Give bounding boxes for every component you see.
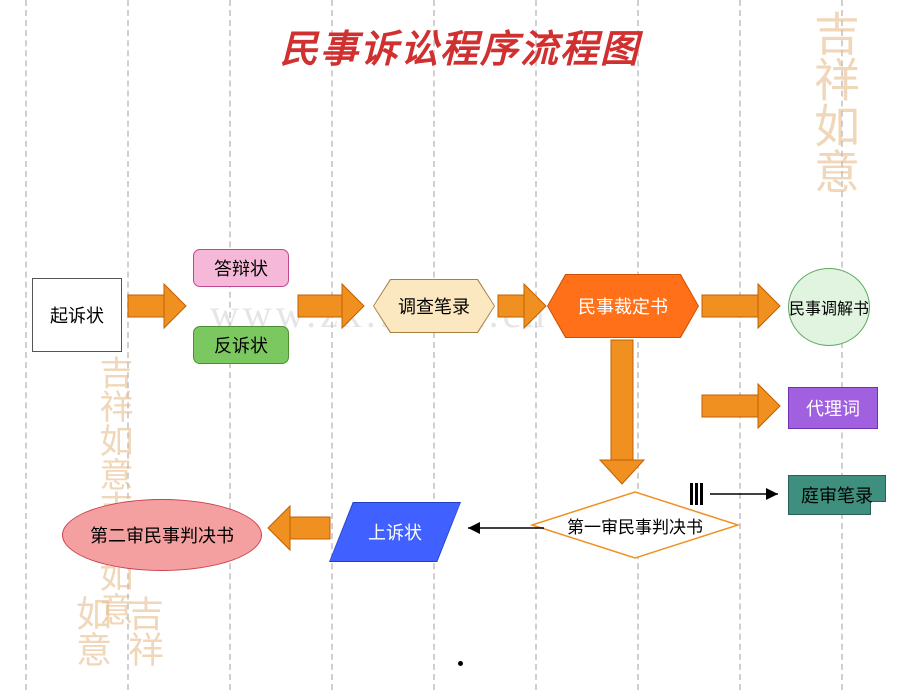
grid-line <box>739 0 741 690</box>
node-diaochabilu: 调查笔录 <box>374 280 494 332</box>
node-diershen: 第二审民事判决书 <box>62 499 262 571</box>
node-label: 代理词 <box>806 395 860 421</box>
node-fansuzhuang: 反诉状 <box>193 326 289 364</box>
arrows-layer <box>0 0 920 690</box>
grid-line <box>535 0 537 690</box>
node-label: 调查笔录 <box>398 293 470 319</box>
dot <box>458 661 463 666</box>
diagram-title: 民事诉讼程序流程图 <box>0 18 920 73</box>
node-caidingshu: 民事裁定书 <box>548 275 698 337</box>
grid-line <box>25 0 27 690</box>
node-label: 上诉状 <box>368 519 422 545</box>
node-label: 起诉状 <box>50 302 104 328</box>
node-label: 民事调解书 <box>789 295 869 319</box>
node-diyishen: 第一审民事判决书 <box>530 490 740 560</box>
node-dailici: 代理词 <box>788 387 878 429</box>
node-tingshenbilu: 庭审笔录 <box>788 475 886 515</box>
node-dabianshuang: 答辩状 <box>193 249 289 287</box>
grid-line <box>433 0 435 690</box>
node-label: 答辩状 <box>214 255 268 281</box>
grid-line <box>331 0 333 690</box>
grid-line <box>127 0 129 690</box>
grid-line <box>841 0 843 690</box>
seal-decoration: 吉祥如意 <box>65 595 169 690</box>
node-qisuzhuang: 起诉状 <box>32 278 122 352</box>
node-label: 庭审笔录 <box>801 482 873 508</box>
grid-line <box>637 0 639 690</box>
node-label: 反诉状 <box>214 332 268 358</box>
seal-decoration: 吉祥如意 <box>88 355 137 491</box>
node-label: 第二审民事判决书 <box>90 522 234 548</box>
node-label: 民事裁定书 <box>578 293 668 319</box>
node-tiaojieshu: 民事调解书 <box>788 268 870 346</box>
node-label: 第一审民事判决书 <box>567 513 703 538</box>
